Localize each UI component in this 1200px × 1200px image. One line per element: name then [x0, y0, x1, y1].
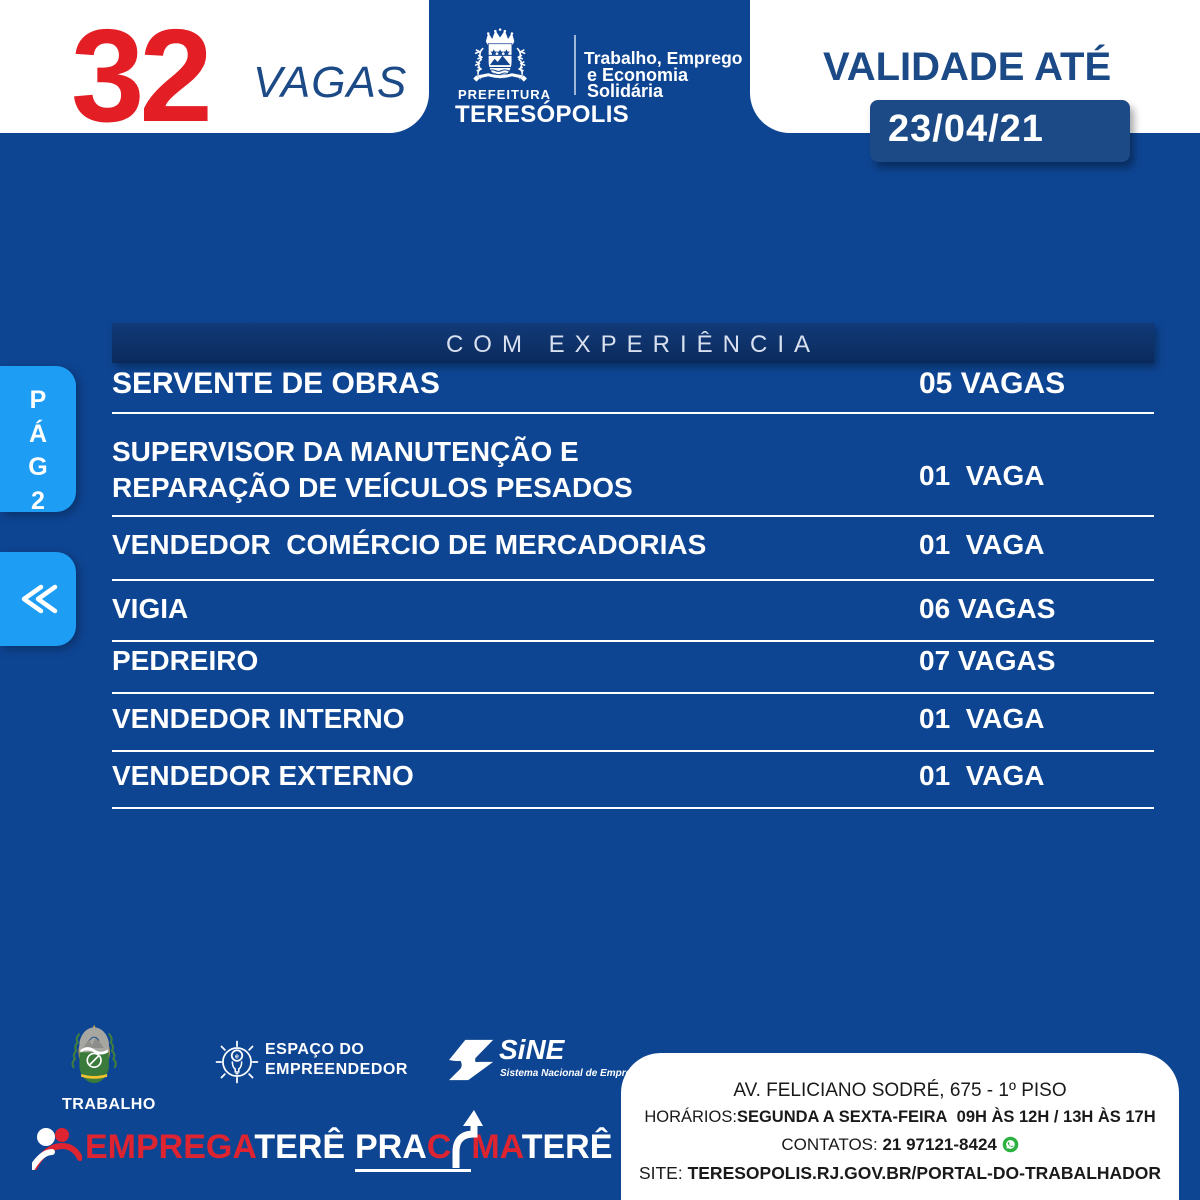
svg-text:e: e: [235, 1053, 239, 1060]
